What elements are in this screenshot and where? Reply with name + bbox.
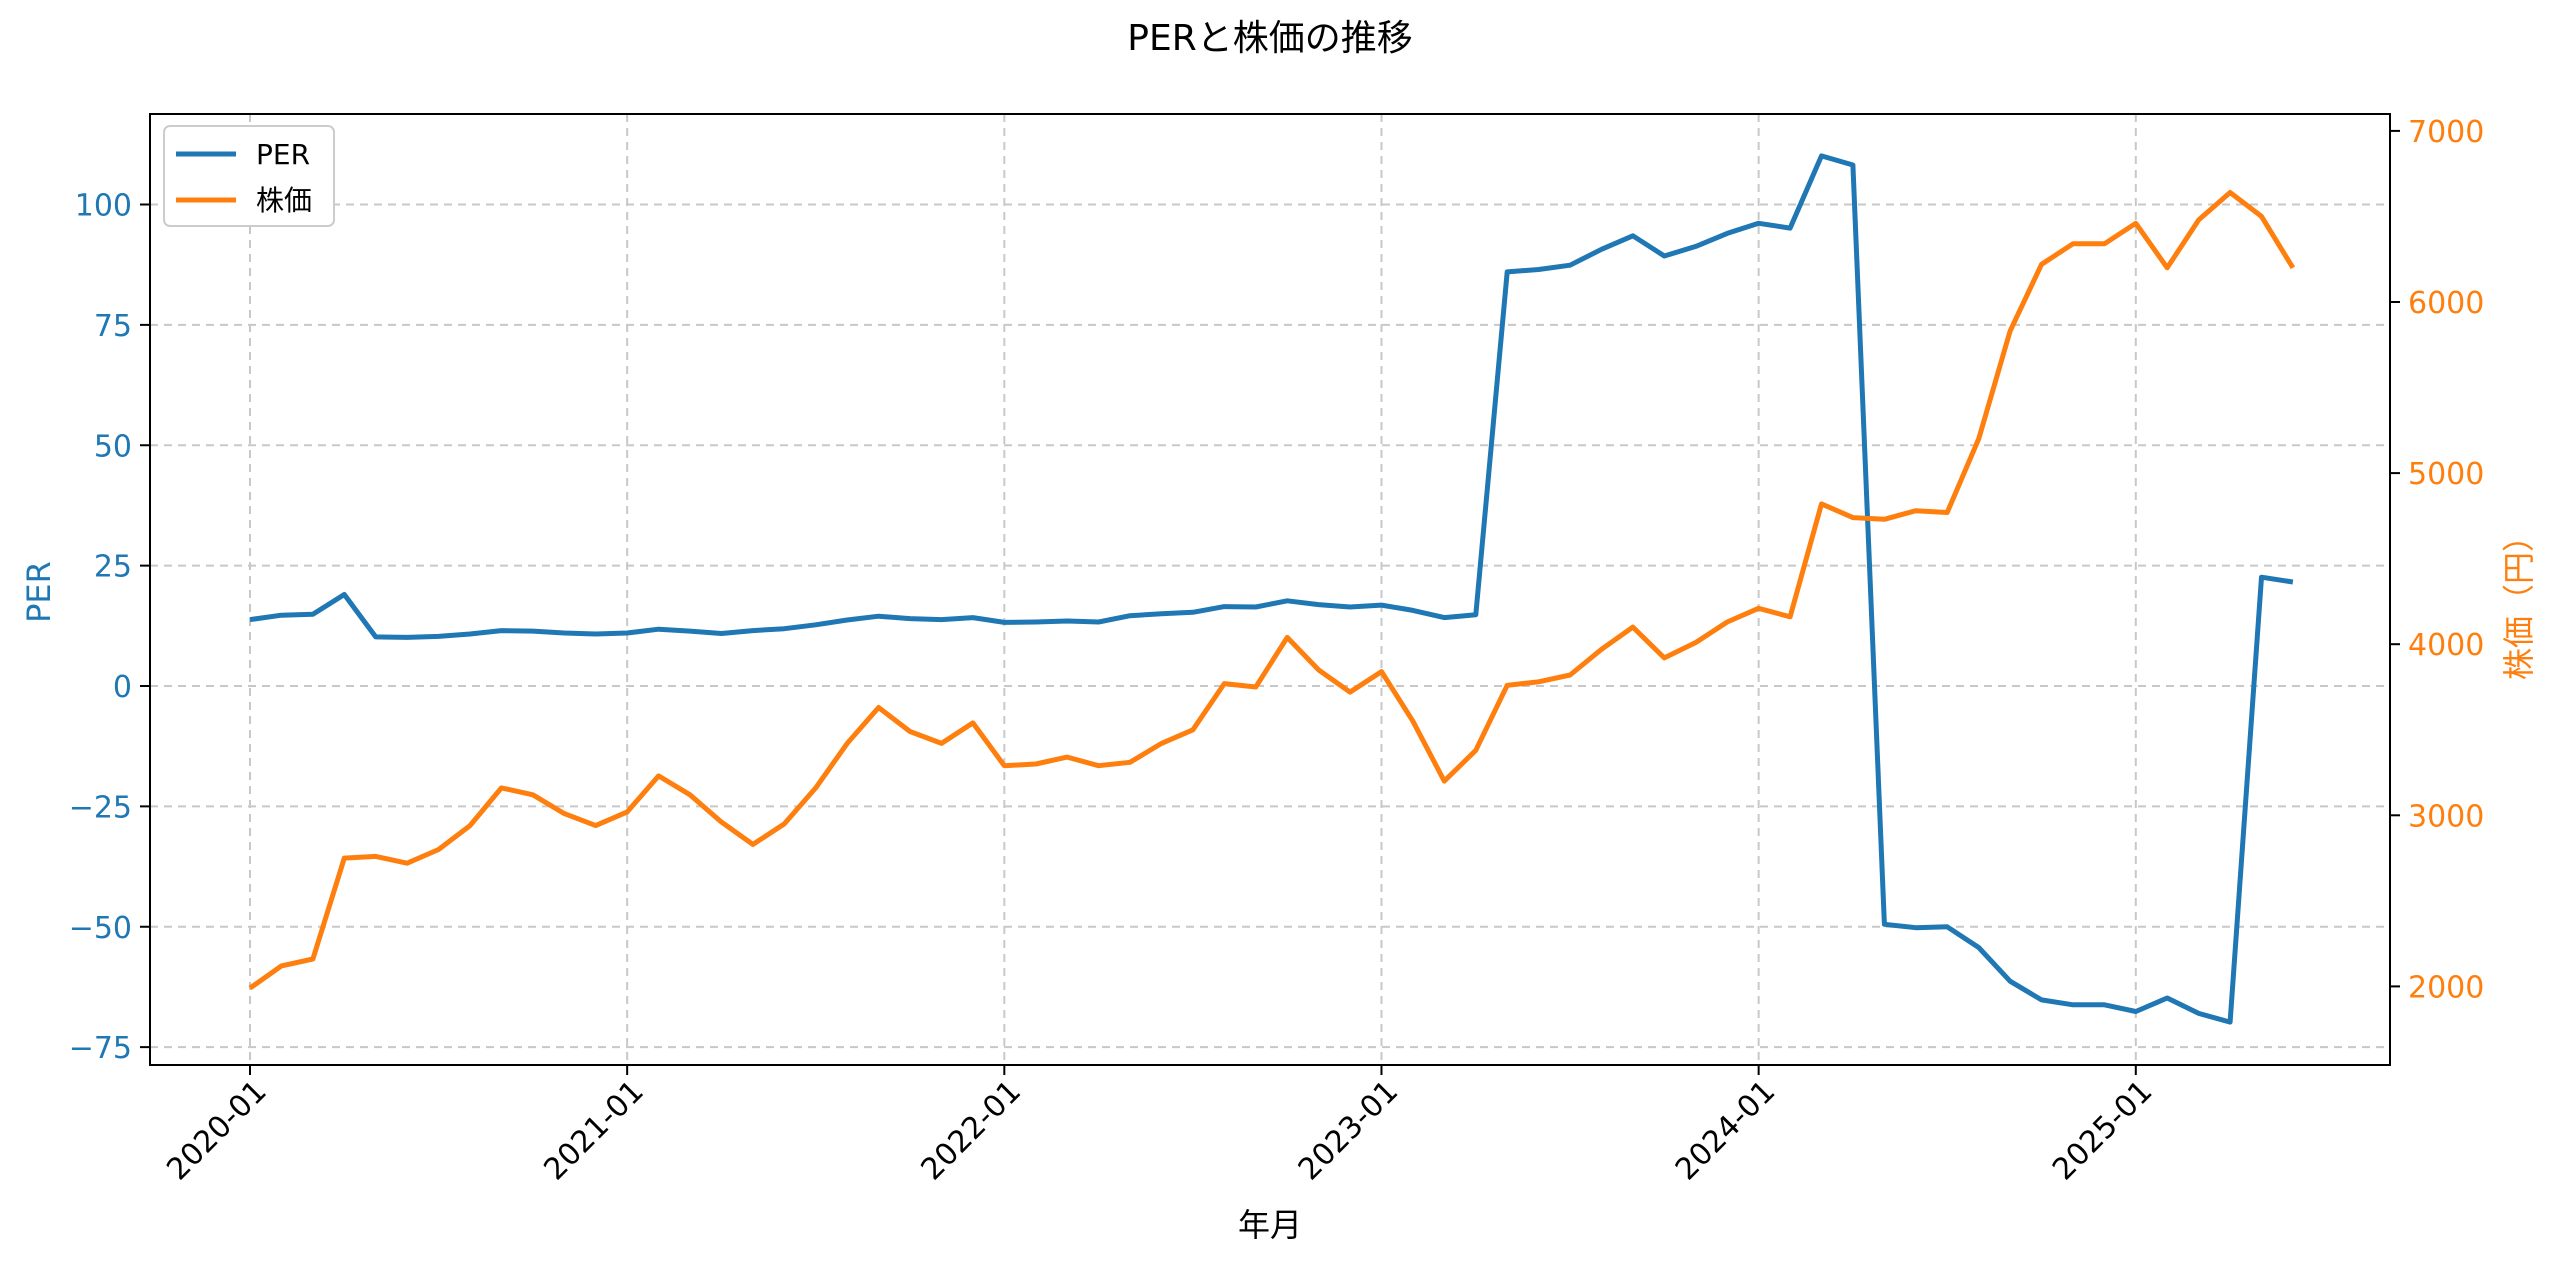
y-axis-label-left: PER — [20, 561, 58, 623]
y-right-tick-label: 6000 — [2408, 286, 2484, 321]
grid — [150, 114, 2390, 1065]
chart-title: PERと株価の推移 — [1127, 18, 1412, 59]
x-tick-label: 2025-01 — [2046, 1074, 2159, 1187]
y-tick-label: −25 — [69, 790, 132, 825]
y-tick-label: 75 — [94, 309, 132, 344]
y-axis-label-right: 株価（円） — [2500, 520, 2538, 680]
legend: PER 株価 — [163, 125, 335, 227]
series-line-per — [249, 153, 2294, 1025]
x-axis: 2020-01 2021-01 2022-01 2023-01 2024-01 2025-… — [160, 1065, 2159, 1187]
x-tick-label: 2023-01 — [1292, 1074, 1405, 1187]
y-right-tick-label: 3000 — [2408, 799, 2484, 834]
x-tick-label: 2020-01 — [160, 1074, 273, 1187]
x-tick-label: 2024-01 — [1669, 1074, 1782, 1187]
y-right-tick-label: 2000 — [2408, 970, 2484, 1005]
legend-per-label: PER — [256, 138, 310, 171]
y-right-tick-label: 5000 — [2408, 457, 2484, 492]
series-line-price — [248, 190, 2296, 991]
x-axis-label: 年月 — [1238, 1206, 1302, 1244]
x-tick-label: 2022-01 — [915, 1074, 1028, 1187]
data-lines — [248, 153, 2296, 1025]
y-tick-label: 50 — [94, 429, 132, 464]
plot-frame — [149, 113, 2391, 1066]
y-axis-left: −75 −50 −25 0 25 50 75 100 — [69, 189, 150, 1066]
y-tick-label: −75 — [69, 1031, 132, 1066]
y-right-tick-label: 4000 — [2408, 628, 2484, 663]
y-tick-label: 25 — [94, 550, 132, 585]
y-tick-label: 100 — [75, 189, 132, 224]
legend-price-label: 株価 — [256, 184, 312, 217]
y-tick-label: −50 — [69, 911, 132, 946]
y-right-tick-label: 7000 — [2408, 115, 2484, 150]
y-axis-right: 2000 3000 4000 5000 6000 7000 — [2390, 115, 2484, 1005]
x-tick-label: 2021-01 — [537, 1074, 650, 1187]
y-tick-label: 0 — [113, 670, 132, 705]
